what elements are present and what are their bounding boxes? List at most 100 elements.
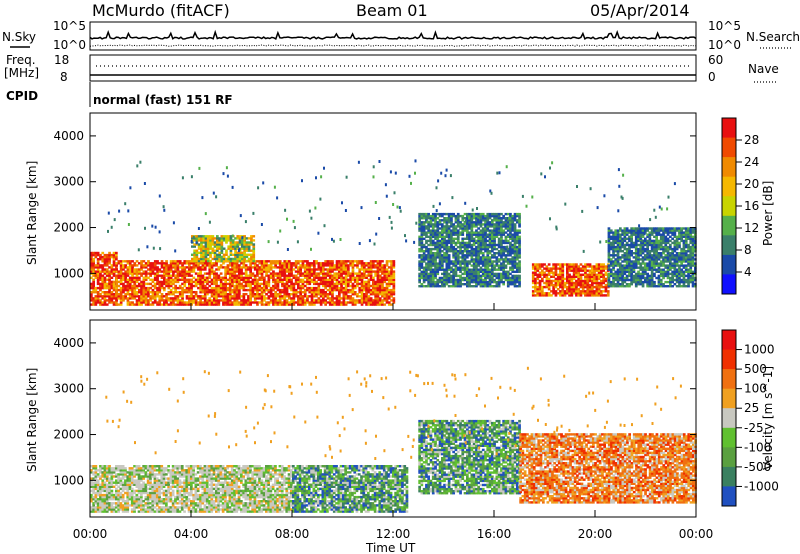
range-gate-cell: [595, 288, 599, 291]
range-gate-cell: [623, 252, 627, 255]
range-gate-cell: [183, 270, 187, 273]
range-gate-cell: [191, 237, 194, 240]
range-gate-cell: [324, 262, 327, 265]
range-gate-cell: [447, 217, 451, 220]
range-gate-cell: [575, 294, 578, 297]
range-gate-cell: [241, 239, 244, 242]
range-gate-cell: [641, 231, 645, 234]
range-gate-cell: [456, 233, 460, 236]
range-gate-cell: [126, 274, 130, 277]
range-gate-cell: [249, 301, 252, 304]
range-gate-cell: [158, 270, 162, 273]
range-gate-cell: [313, 270, 316, 273]
range-gate-cell: [497, 239, 501, 243]
range-gate-cell: [392, 264, 396, 267]
range-gate-cell: [178, 301, 182, 304]
range-gate-cell: [351, 299, 355, 302]
range-gate-cell: [369, 303, 373, 306]
range-gate-cell: [199, 276, 202, 279]
range-gate-cell: [425, 285, 428, 288]
range-gate-cell: [247, 249, 251, 252]
range-gate-cell: [572, 265, 576, 268]
range-gate-cell: [122, 286, 125, 290]
range-gate-cell: [531, 281, 535, 285]
range-gate-cell: [450, 266, 453, 269]
range-gate-cell: [392, 301, 396, 304]
range-gate-cell: [303, 301, 307, 304]
range-gate-cell: [556, 267, 560, 270]
range-gate-cell: [231, 288, 234, 292]
range-gate-cell: [479, 217, 483, 220]
range-gate-cell: [294, 282, 298, 286]
nave-label: Nave: [748, 62, 779, 76]
range-gate-cell: [378, 293, 382, 296]
range-gate-cell: [628, 237, 631, 240]
range-gate-cell: [210, 291, 214, 294]
range-gate-cell: [319, 266, 323, 269]
range-gate-cell: [607, 233, 611, 236]
range-gate-cell: [369, 276, 373, 279]
range-gate-cell: [328, 266, 332, 269]
range-gate-cell: [213, 257, 217, 261]
range-gate-cell: [614, 264, 618, 267]
range-gate-cell: [378, 301, 382, 304]
range-gate-cell: [124, 284, 127, 288]
range-gate-cell: [213, 301, 216, 304]
range-gate-cell: [376, 278, 380, 281]
range-gate-cell: [365, 274, 368, 277]
range-gate-cell: [427, 214, 430, 218]
range-gate-cell: [536, 294, 540, 297]
range-gate-cell: [233, 297, 237, 300]
range-gate-cell: [486, 285, 490, 288]
range-gate-cell: [420, 239, 424, 243]
range-gate-cell: [456, 217, 460, 220]
range-gate-cell: [267, 280, 271, 284]
range-gate-cell: [441, 231, 444, 234]
range-gate-cell: [381, 278, 384, 281]
range-gate-cell: [247, 295, 250, 298]
range-gate-cell: [226, 286, 230, 290]
range-gate-cell: [431, 227, 435, 230]
range-gate-cell: [278, 293, 282, 296]
range-gate-cell: [381, 280, 384, 284]
range-gate-cell: [466, 252, 469, 255]
range-gate-cell: [225, 249, 228, 252]
range-gate-cell: [568, 273, 571, 276]
range-gate-cell: [568, 265, 571, 268]
range-gate-cell: [112, 284, 116, 288]
range-gate-cell: [94, 274, 98, 277]
range-gate-cell: [600, 285, 603, 289]
range-gate-cell: [335, 278, 339, 281]
range-gate-cell: [612, 243, 615, 247]
range-gate-cell: [438, 227, 442, 230]
range-gate-cell: [274, 278, 277, 281]
range-gate-cell: [463, 258, 467, 261]
range-gate-cell: [224, 280, 227, 284]
range-gate-cell: [188, 295, 191, 298]
range-gate-cell: [646, 278, 649, 282]
range-gate-cell: [495, 221, 499, 224]
range-gate-cell: [328, 270, 332, 273]
range-gate-cell: [313, 276, 316, 279]
range-gate-cell: [210, 272, 214, 275]
range-gate-cell: [272, 278, 275, 281]
range-gate-cell: [202, 235, 206, 238]
range-gate-cell: [363, 282, 366, 286]
range-gate-cell: [518, 237, 521, 240]
range-gate-cell: [101, 282, 105, 286]
range-gate-cell: [554, 267, 558, 270]
range-gate-cell: [313, 274, 316, 277]
range-gate-cell: [178, 266, 182, 269]
range-gate-cell: [260, 297, 264, 300]
range-gate-cell: [570, 294, 574, 297]
range-gate-cell: [310, 274, 314, 277]
range-gate-cell: [495, 256, 499, 259]
range-gate-cell: [518, 280, 521, 284]
range-gate-cell: [422, 272, 426, 276]
range-gate-cell: [310, 299, 314, 302]
range-gate-cell: [639, 283, 643, 286]
range-gate-cell: [349, 284, 352, 288]
range-gate-cell: [591, 277, 594, 281]
range-gate-cell: [431, 247, 435, 251]
range-gate-cell: [213, 243, 217, 246]
